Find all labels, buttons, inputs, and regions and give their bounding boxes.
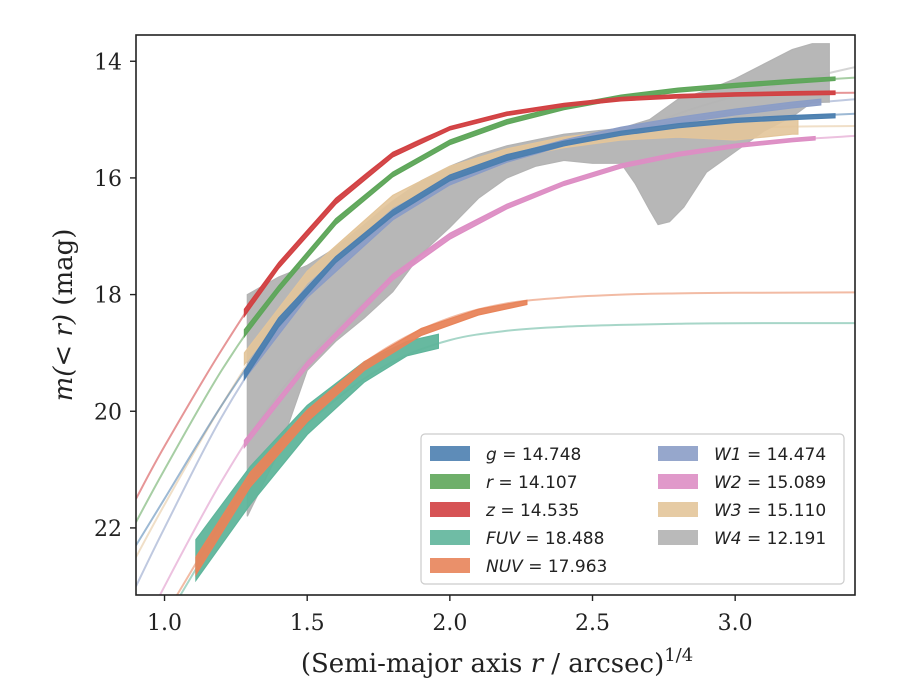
series-g-band <box>243 113 836 382</box>
series-z-band <box>243 90 836 319</box>
y-tick-label: 18 <box>94 284 122 309</box>
legend-label-w2: W2 = 15.089 <box>714 473 826 493</box>
y-tick-label: 22 <box>94 517 122 542</box>
x-tick-label: 1.0 <box>147 611 182 636</box>
y-tick-label: 20 <box>94 400 122 425</box>
plot-frame <box>135 34 856 596</box>
legend-label-w3: W3 = 15.110 <box>714 501 826 521</box>
series-fuv-band <box>195 333 439 583</box>
legend-label-r: r = 14.107 <box>486 473 578 493</box>
x-tick-label: 2.5 <box>575 611 610 636</box>
series-r-band <box>243 76 836 339</box>
legend-swatch-fuv <box>430 530 470 545</box>
legend-swatch-nuv <box>430 558 470 573</box>
plot-area <box>136 43 855 595</box>
legend: g = 14.748 r = 14.107 z = 14.535 FUV = 18.4… <box>420 433 845 585</box>
legend-swatch-z <box>430 502 470 517</box>
series-w2-band <box>243 135 816 450</box>
legend-label-w1: W1 = 14.474 <box>714 445 826 465</box>
x-tick-label: 3.0 <box>718 611 753 636</box>
legend-swatch-w3 <box>658 502 698 517</box>
y-tick-label: 16 <box>94 167 122 192</box>
x-tick-label: 1.5 <box>290 611 325 636</box>
legend-label-z: z = 14.535 <box>485 501 579 521</box>
y-axis-label: m(< r) (mag) <box>49 229 79 402</box>
x-axis: 1.0 1.5 2.0 2.5 3.0 <box>147 595 753 636</box>
series-nuv-band <box>195 299 528 577</box>
x-axis-label: (Semi-major axis r / arcsec)1/4 <box>301 645 693 679</box>
legend-swatch-w1 <box>658 446 698 461</box>
legend-box <box>420 433 845 585</box>
legend-label-fuv: FUV = 18.488 <box>486 529 604 549</box>
series-w4-band <box>246 43 830 517</box>
y-axis: 14 16 18 20 22 <box>94 50 136 542</box>
legend-label-w4: W4 = 12.191 <box>714 529 826 549</box>
legend-swatch-w4 <box>658 530 698 545</box>
legend-label-g: g = 14.748 <box>486 445 581 465</box>
legend-label-nuv: NUV = 17.963 <box>486 557 607 577</box>
legend-swatch-w2 <box>658 474 698 489</box>
y-tick-label: 14 <box>94 50 122 75</box>
legend-swatch-r <box>430 474 470 489</box>
x-tick-label: 2.0 <box>432 611 467 636</box>
legend-swatch-g <box>430 446 470 461</box>
